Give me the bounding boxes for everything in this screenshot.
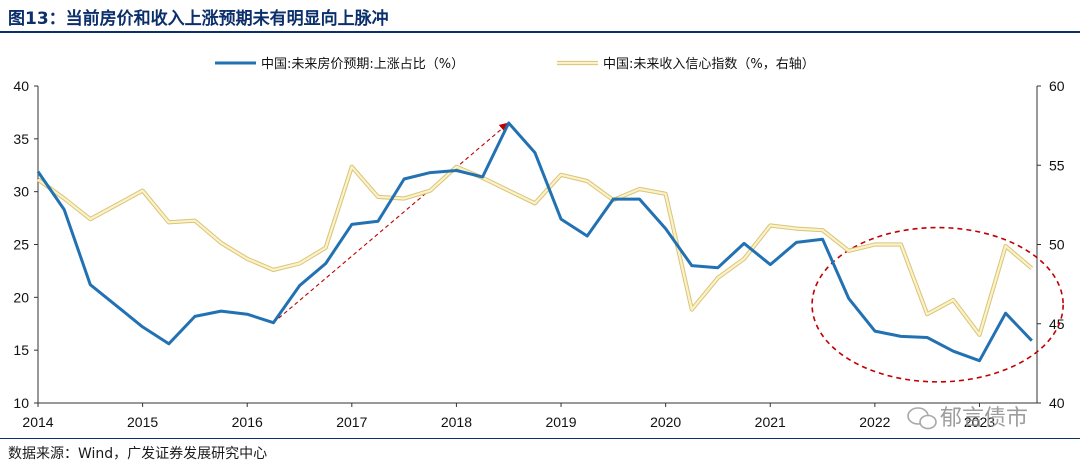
source-note: 数据来源：Wind，广发证券发展研究中心: [8, 446, 268, 462]
x-tick-label: 2015: [127, 414, 158, 430]
x-tick-label: 2022: [859, 414, 890, 430]
wechat-icon-bubble-2: [919, 414, 937, 430]
y-left-tick-label: 35: [13, 131, 29, 147]
x-tick-label: 2020: [650, 414, 681, 430]
y-left-tick-label: 25: [13, 237, 29, 253]
x-tick-label: 2023: [964, 414, 995, 430]
x-tick-label: 2019: [545, 414, 576, 430]
source-divider: [0, 438, 1080, 439]
watermark-text: 郁言债市: [940, 406, 1028, 431]
y-left-tick-label: 40: [13, 78, 29, 94]
legend-label-series-2: 中国:未来收入信心指数（%，右轴）: [603, 57, 815, 72]
y-right-tick-label: 50: [1049, 237, 1065, 253]
y-right-tick-label: 55: [1049, 157, 1065, 173]
legend-label-series-1: 中国:未来房价预期:上涨占比（%）: [261, 56, 464, 72]
x-tick-label: 2014: [22, 414, 53, 430]
series-house-price-expectation-line: [36, 121, 1033, 363]
trend-arrow: [273, 122, 510, 324]
x-tick-label: 2018: [441, 414, 472, 430]
y-left-tick-label: 20: [13, 289, 29, 305]
y-right-tick-label: 60: [1049, 78, 1065, 94]
title-divider: [0, 31, 1080, 33]
chart-title: 图13：当前房价和收入上涨预期未有明显向上脉冲: [8, 9, 389, 29]
x-tick-label: 2016: [232, 414, 263, 430]
y-left-tick-label: 30: [13, 184, 29, 200]
series-income-confidence-outline: [36, 164, 1034, 337]
x-tick-label: 2017: [336, 414, 367, 430]
y-left-tick-label: 10: [13, 395, 29, 411]
y-right-tick-label: 40: [1049, 395, 1065, 411]
y-right-tick-label: 45: [1049, 316, 1065, 332]
y-left-tick-label: 15: [13, 342, 29, 358]
series-income-confidence-line: [37, 165, 1033, 336]
wechat-icon: [907, 407, 937, 430]
x-tick-label: 2021: [755, 414, 786, 430]
highlight-ellipse: [811, 226, 1064, 383]
